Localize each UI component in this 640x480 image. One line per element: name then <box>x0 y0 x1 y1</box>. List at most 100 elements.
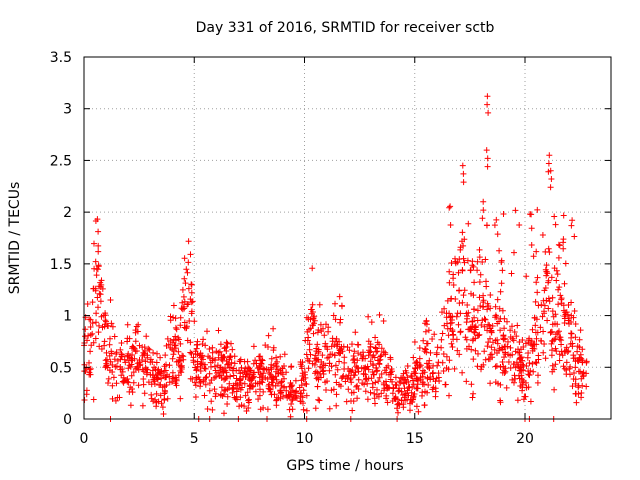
data-point <box>510 337 517 344</box>
data-point <box>270 376 277 383</box>
data-point <box>370 352 377 359</box>
data-point <box>552 345 559 352</box>
data-point <box>470 356 477 363</box>
data-point <box>534 289 541 296</box>
data-point <box>465 309 472 316</box>
data-point <box>484 101 491 108</box>
data-point <box>355 341 362 348</box>
data-point <box>104 356 110 363</box>
data-point <box>390 384 397 391</box>
data-point <box>496 318 502 325</box>
data-point <box>454 310 461 317</box>
data-point <box>292 377 299 384</box>
data-point <box>281 383 288 390</box>
data-point <box>407 407 413 414</box>
data-point <box>478 363 485 370</box>
data-point <box>374 348 381 355</box>
data-point <box>495 347 502 354</box>
data-point <box>211 386 218 393</box>
data-point <box>387 376 394 383</box>
data-point <box>472 347 479 354</box>
y-tick-label: 3 <box>63 102 72 118</box>
data-point <box>400 404 407 411</box>
data-point <box>557 292 564 299</box>
data-point <box>550 313 557 320</box>
data-point <box>179 299 186 306</box>
data-point <box>510 361 517 368</box>
data-point <box>318 374 324 381</box>
data-point <box>484 306 491 313</box>
data-point <box>268 361 275 368</box>
x-tick-label: 20 <box>516 431 534 447</box>
data-point <box>92 335 99 342</box>
data-point <box>552 361 559 368</box>
data-point <box>567 363 574 370</box>
data-point <box>474 363 481 370</box>
y-tick-label: 3.5 <box>50 50 72 66</box>
data-point <box>539 232 546 238</box>
data-point <box>535 352 542 359</box>
data-point <box>175 336 182 343</box>
data-point <box>97 298 104 305</box>
data-point <box>471 279 478 286</box>
data-point <box>241 403 248 410</box>
data-point <box>170 351 177 358</box>
data-point <box>463 378 470 385</box>
data-point <box>182 280 189 287</box>
data-point <box>198 360 205 367</box>
data-point <box>443 353 450 360</box>
data-point <box>505 338 511 345</box>
data-point <box>429 336 436 342</box>
data-point <box>162 389 169 395</box>
data-point <box>459 369 466 376</box>
data-point <box>130 379 137 386</box>
data-point <box>434 362 441 369</box>
data-point <box>514 322 521 329</box>
data-point <box>497 399 504 406</box>
data-point <box>538 301 545 308</box>
data-point <box>514 397 521 404</box>
data-point <box>319 352 326 359</box>
data-point <box>122 359 129 366</box>
data-point <box>248 367 254 374</box>
data-point <box>163 382 170 388</box>
data-point <box>354 382 361 389</box>
data-point <box>89 320 96 327</box>
data-point <box>152 366 159 373</box>
data-point <box>343 398 350 405</box>
data-point <box>518 346 524 353</box>
data-point <box>569 340 576 347</box>
data-point <box>323 387 329 393</box>
data-point <box>301 371 308 378</box>
data-point <box>126 388 133 395</box>
data-point <box>212 357 219 364</box>
data-point <box>519 387 526 394</box>
data-point <box>91 240 97 247</box>
data-point <box>90 396 97 403</box>
data-point <box>105 323 112 329</box>
data-point <box>107 335 113 342</box>
data-point <box>570 376 577 382</box>
data-point <box>273 397 280 404</box>
data-point <box>499 344 505 351</box>
data-point <box>556 334 563 340</box>
data-point <box>423 349 430 356</box>
data-point <box>202 381 209 388</box>
data-point <box>375 393 382 400</box>
data-point <box>440 368 447 374</box>
data-point <box>209 406 216 413</box>
data-point <box>528 211 535 218</box>
data-point <box>372 400 378 407</box>
data-point <box>483 283 490 290</box>
data-point <box>129 386 135 392</box>
data-point <box>467 267 474 274</box>
data-point <box>167 313 174 320</box>
data-point <box>430 369 437 376</box>
data-point <box>209 344 216 351</box>
data-point <box>270 325 277 332</box>
data-point <box>484 93 491 100</box>
data-point <box>548 176 555 182</box>
data-point <box>580 373 586 380</box>
data-point <box>336 381 343 388</box>
data-point <box>178 364 185 371</box>
